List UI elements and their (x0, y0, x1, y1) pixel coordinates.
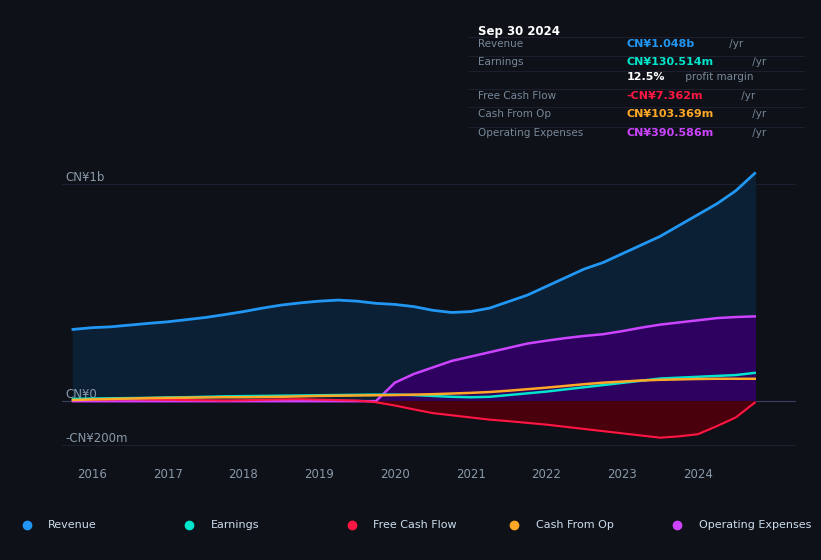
Text: -CN¥7.362m: -CN¥7.362m (626, 91, 703, 101)
Text: Operating Expenses: Operating Expenses (478, 128, 584, 138)
Text: CN¥1b: CN¥1b (66, 171, 105, 184)
Text: Free Cash Flow: Free Cash Flow (374, 520, 457, 530)
Text: Operating Expenses: Operating Expenses (699, 520, 811, 530)
Text: /yr: /yr (749, 128, 766, 138)
Text: CN¥130.514m: CN¥130.514m (626, 57, 713, 67)
Text: CN¥0: CN¥0 (66, 388, 97, 401)
Text: Sep 30 2024: Sep 30 2024 (478, 25, 560, 38)
Text: Earnings: Earnings (211, 520, 259, 530)
Text: 12.5%: 12.5% (626, 72, 665, 82)
Text: Free Cash Flow: Free Cash Flow (478, 91, 557, 101)
Text: CN¥1.048b: CN¥1.048b (626, 39, 695, 49)
Text: /yr: /yr (727, 39, 744, 49)
Text: Cash From Op: Cash From Op (478, 109, 551, 119)
Text: Revenue: Revenue (478, 39, 523, 49)
Text: Cash From Op: Cash From Op (536, 520, 614, 530)
Text: /yr: /yr (749, 57, 766, 67)
Text: Revenue: Revenue (48, 520, 97, 530)
Text: Earnings: Earnings (478, 57, 524, 67)
Text: /yr: /yr (749, 109, 766, 119)
Text: profit margin: profit margin (682, 72, 754, 82)
Text: /yr: /yr (737, 91, 754, 101)
Text: CN¥103.369m: CN¥103.369m (626, 109, 713, 119)
Text: CN¥390.586m: CN¥390.586m (626, 128, 713, 138)
Text: -CN¥200m: -CN¥200m (66, 432, 128, 445)
